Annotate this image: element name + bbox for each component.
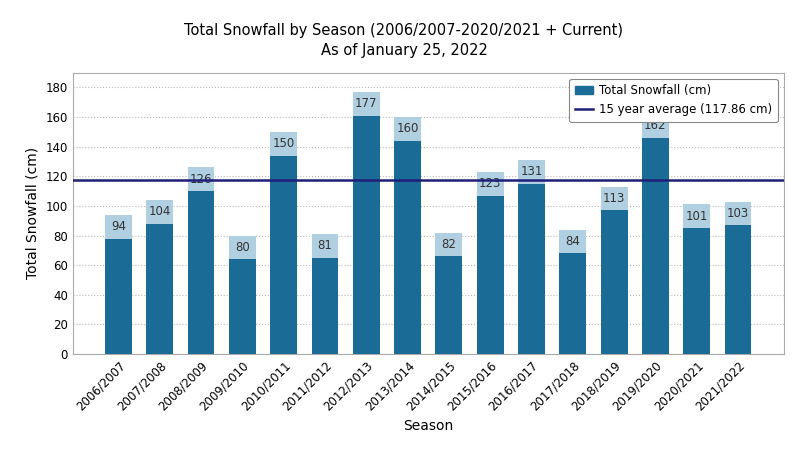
Text: 84: 84: [566, 235, 580, 248]
Bar: [436, 232, 462, 257]
Bar: [725, 202, 751, 225]
Bar: [312, 234, 339, 258]
Legend: Total Snowfall (cm), 15 year average (117.86 cm): Total Snowfall (cm), 15 year average (11…: [570, 79, 778, 122]
Bar: [518, 160, 545, 184]
Bar: [229, 236, 256, 354]
Bar: [270, 132, 297, 156]
Bar: [684, 204, 710, 354]
Text: 177: 177: [355, 97, 377, 110]
Text: Total Snowfall by Season (2006/2007-2020/2021 + Current): Total Snowfall by Season (2006/2007-2020…: [184, 23, 624, 38]
Bar: [187, 168, 214, 191]
Text: 160: 160: [397, 123, 419, 135]
Text: As of January 25, 2022: As of January 25, 2022: [321, 43, 487, 58]
Text: 131: 131: [520, 165, 543, 178]
Text: 94: 94: [111, 220, 126, 233]
Bar: [725, 202, 751, 354]
Text: 150: 150: [272, 137, 295, 150]
Bar: [394, 117, 421, 141]
Bar: [559, 230, 587, 354]
Bar: [105, 215, 132, 238]
Y-axis label: Total Snowfall (cm): Total Snowfall (cm): [26, 147, 40, 280]
Bar: [559, 230, 587, 253]
Bar: [353, 92, 380, 116]
Text: 104: 104: [149, 205, 171, 218]
Text: 82: 82: [441, 238, 457, 251]
Bar: [270, 132, 297, 354]
Bar: [642, 114, 669, 354]
Bar: [477, 172, 503, 196]
Bar: [642, 114, 669, 138]
Bar: [146, 200, 173, 354]
Bar: [353, 92, 380, 354]
Bar: [312, 234, 339, 354]
X-axis label: Season: Season: [403, 419, 453, 433]
Text: 162: 162: [644, 119, 667, 133]
Bar: [684, 204, 710, 228]
Bar: [394, 117, 421, 354]
Bar: [600, 187, 628, 210]
Bar: [105, 215, 132, 354]
Bar: [600, 187, 628, 354]
Text: 80: 80: [235, 241, 250, 254]
Bar: [187, 168, 214, 354]
Text: 126: 126: [190, 173, 213, 186]
Text: 103: 103: [727, 207, 749, 220]
Bar: [518, 160, 545, 354]
Text: 81: 81: [318, 239, 332, 252]
Text: 101: 101: [685, 210, 708, 223]
Bar: [477, 172, 503, 354]
Bar: [436, 232, 462, 354]
Text: 123: 123: [479, 177, 502, 190]
Bar: [146, 200, 173, 224]
Text: 113: 113: [603, 192, 625, 205]
Bar: [229, 236, 256, 259]
